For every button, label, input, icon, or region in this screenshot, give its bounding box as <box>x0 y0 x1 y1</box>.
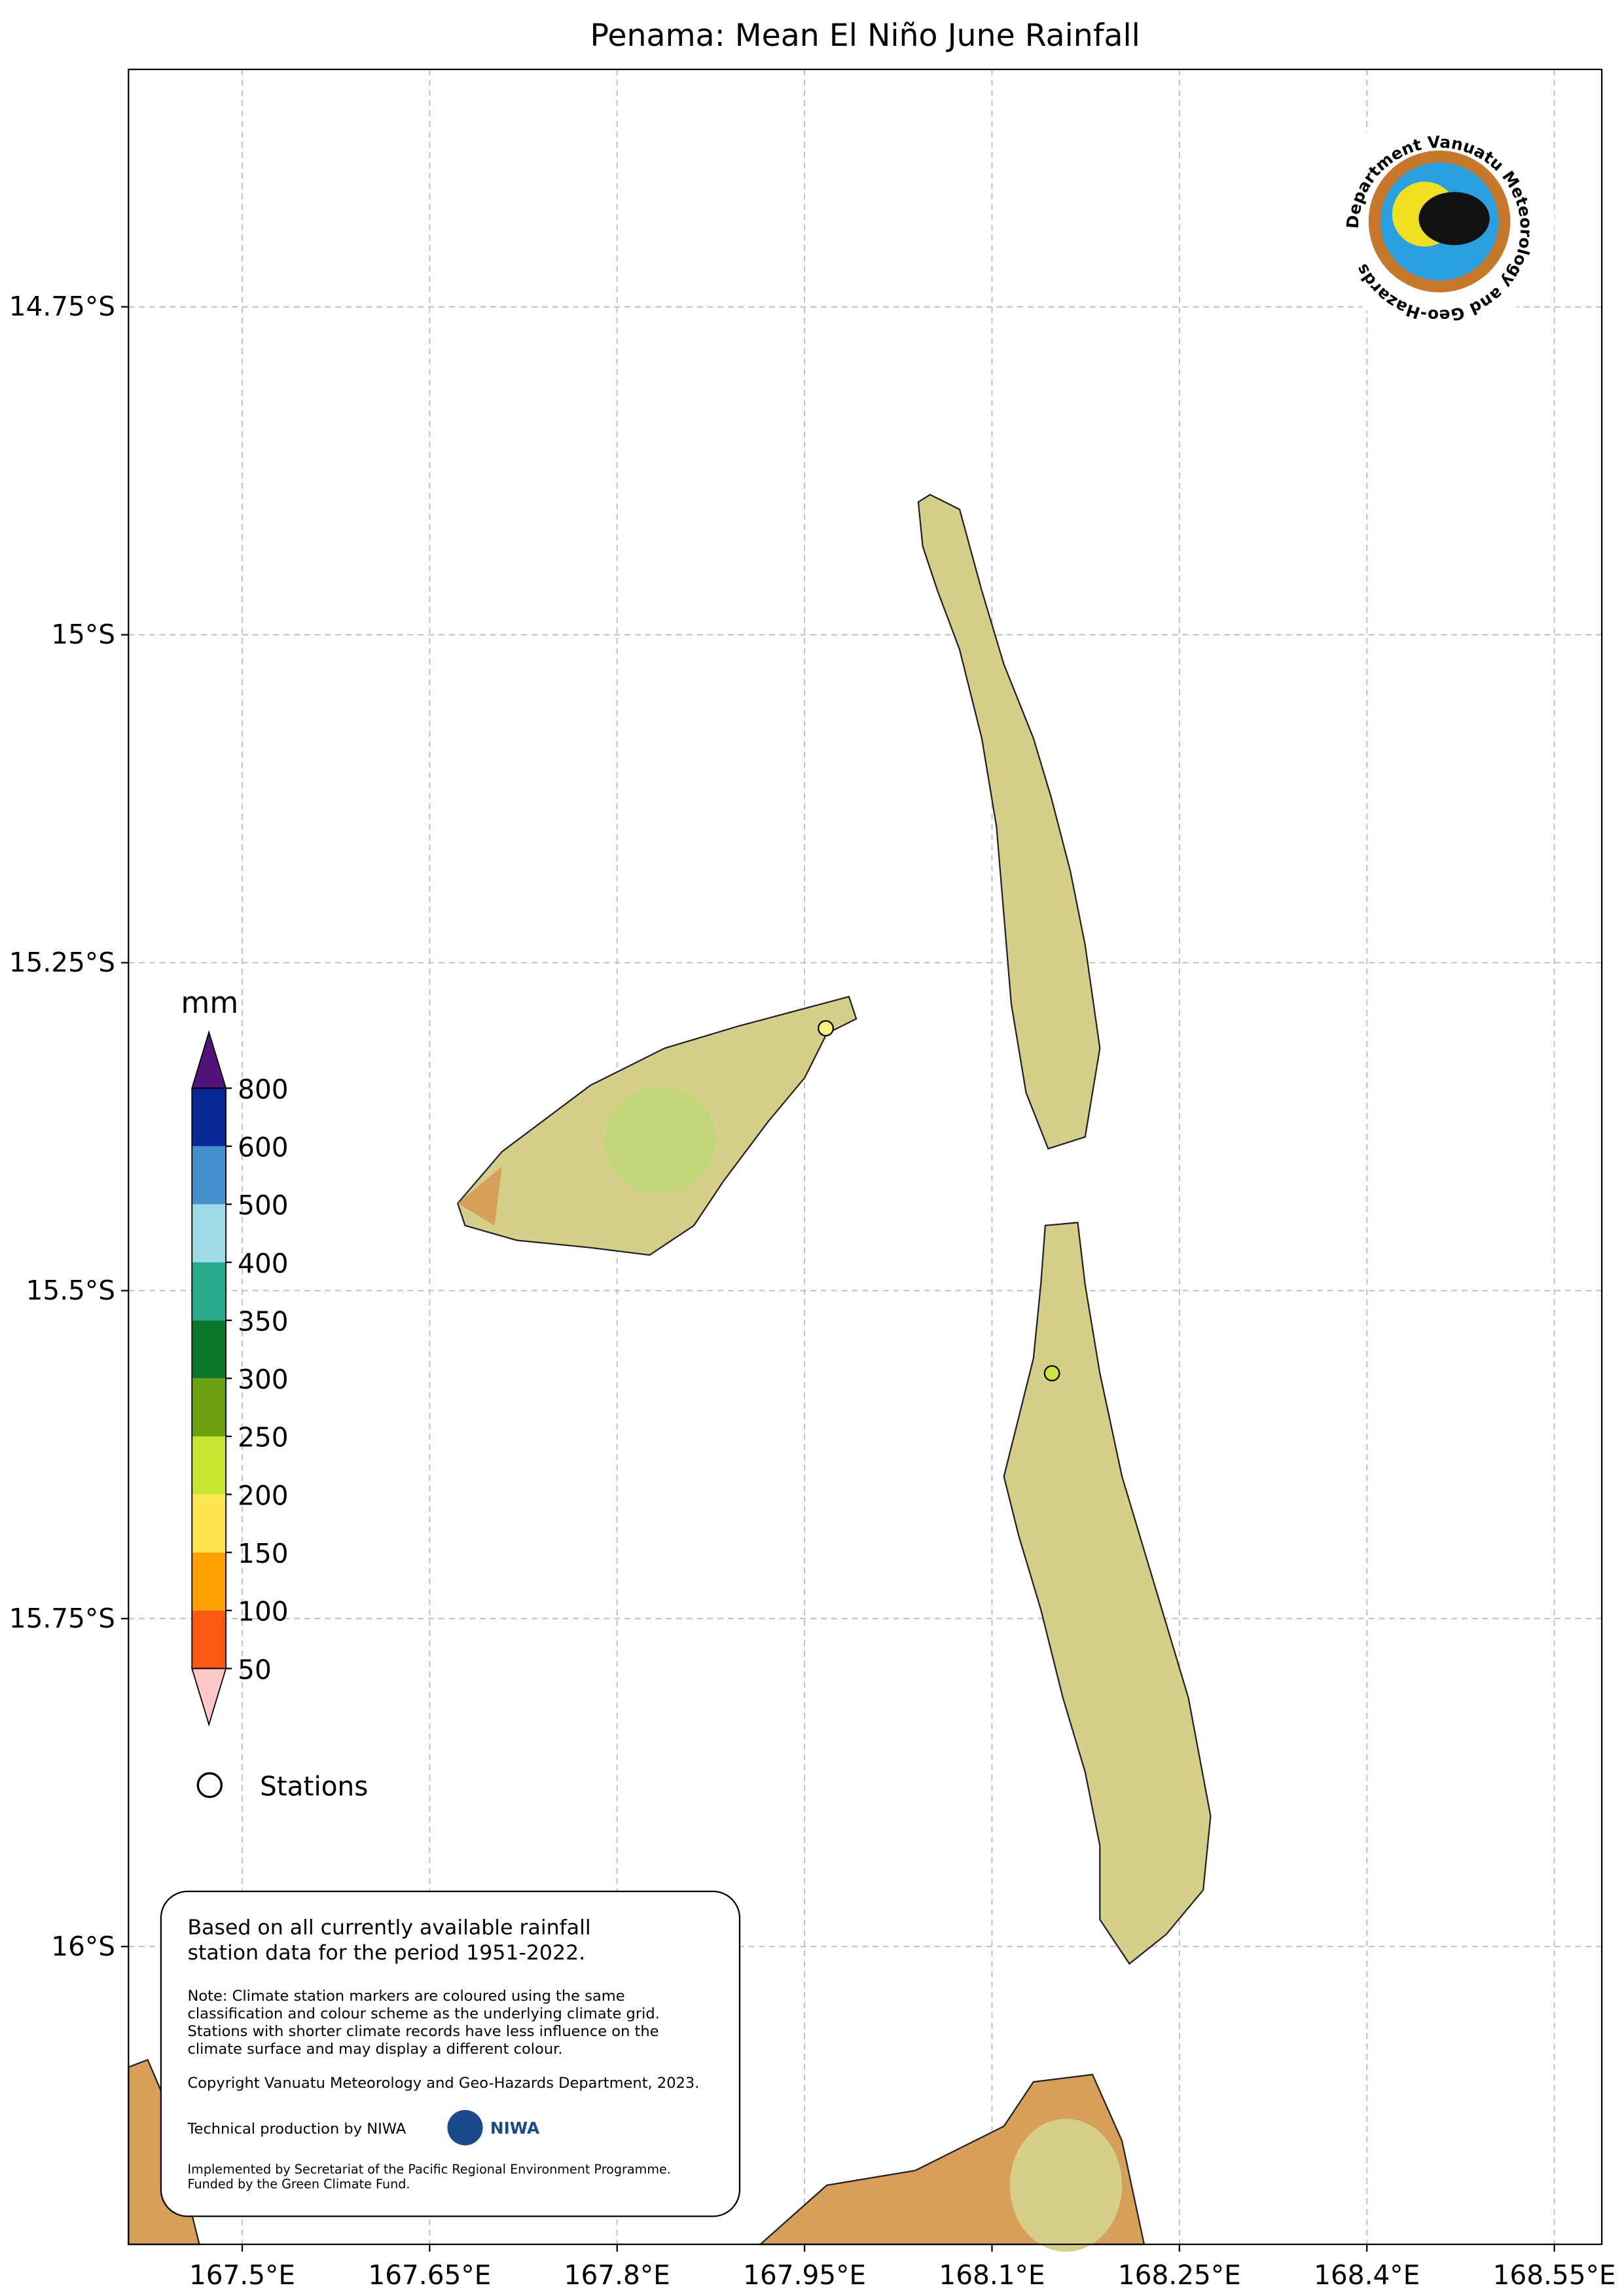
info-box <box>160 1890 741 2217</box>
logo: Department Vanuatu Meteorology and Geo-H… <box>1324 106 1555 337</box>
niwa-logo <box>447 2109 483 2145</box>
legend-label: Stations <box>260 1770 368 1802</box>
island <box>1003 1222 1212 1965</box>
x-tick-label: 167.8°E <box>564 2259 670 2291</box>
info-note: classification and colour scheme as the … <box>188 2005 660 2022</box>
colorbar-tick-label: 500 <box>238 1190 288 1221</box>
info-note: climate surface and may display a differ… <box>188 2041 563 2058</box>
island <box>917 494 1101 1150</box>
y-tick-label: 15°S <box>51 619 115 650</box>
map-title: Penama: Mean El Niño June Rainfall <box>590 18 1140 54</box>
colorbar-segment <box>192 1552 226 1611</box>
info-funding: Implemented by Secretariat of the Pacifi… <box>188 2162 671 2177</box>
colorbar-segment <box>192 1204 226 1263</box>
info-funding: Funded by the Green Climate Fund. <box>188 2176 410 2191</box>
x-tick-label: 168.1°E <box>939 2259 1045 2291</box>
info-note: Stations with shorter climate records ha… <box>188 2023 659 2040</box>
colorbar-tick-label: 800 <box>238 1074 288 1105</box>
x-tick-label: 168.4°E <box>1314 2259 1420 2291</box>
colorbar-tick-label: 600 <box>238 1132 288 1163</box>
colorbar-segment <box>192 1320 226 1379</box>
x-tick-label: 167.65°E <box>368 2259 491 2291</box>
colorbar-segment <box>192 1610 226 1669</box>
station <box>818 1020 834 1037</box>
x-tick-label: 168.55°E <box>1493 2259 1616 2291</box>
logo-cloud <box>1418 192 1490 246</box>
niwa-text: NIWA <box>490 2119 540 2138</box>
y-tick-label: 14.75°S <box>9 291 115 322</box>
island-edge <box>458 1166 502 1226</box>
colorbar-segment <box>192 1436 226 1495</box>
legend-marker <box>196 1772 223 1798</box>
colorbar-segment <box>192 1088 226 1146</box>
colorbar-tick-label: 300 <box>238 1364 288 1395</box>
colorbar-tick-label: 200 <box>238 1480 288 1511</box>
stations <box>818 1020 1060 1382</box>
colorbar-tick-label: 50 <box>238 1654 272 1685</box>
map-area <box>128 69 1602 2245</box>
info-summary: Based on all currently available rainfal… <box>188 1916 591 1939</box>
colorbar-tick-label: 350 <box>238 1305 288 1337</box>
map-frame <box>128 68 1603 2246</box>
colorbar-segment <box>192 1378 226 1436</box>
colorbar-segment <box>192 1262 226 1321</box>
y-tick-label: 15.75°S <box>9 1603 115 1634</box>
info-text: Based on all currently available rainfal… <box>187 1916 700 2191</box>
y-tick-label: 15.5°S <box>26 1275 115 1306</box>
colorbar-tick-label: 400 <box>238 1248 288 1279</box>
info-production: Technical production by NIWA <box>187 2121 406 2138</box>
colorbar-segment <box>192 1146 226 1205</box>
y-tick-label: 15.25°S <box>9 947 115 978</box>
island-highland <box>1009 2119 1123 2252</box>
colorbar: 50 100 150 200 250 300 350 400 500 600 800 <box>191 1030 289 1727</box>
info-note: Note: Climate station markers are colour… <box>188 1988 625 2005</box>
station <box>1043 1365 1060 1382</box>
y-tick-label: 16°S <box>51 1931 115 1962</box>
colorbar-segment <box>192 1494 226 1553</box>
info-summary: station data for the period 1951-2022. <box>188 1941 586 1965</box>
x-tick-label: 168.25°E <box>1118 2259 1241 2291</box>
x-tick-label: 167.95°E <box>743 2259 866 2291</box>
colorbar-tick-label: 100 <box>238 1596 288 1628</box>
colorbar-tick-label: 250 <box>238 1422 288 1453</box>
island-highland <box>604 1086 716 1194</box>
colorbar-label: mm <box>181 985 238 1020</box>
colorbar-tick-label: 150 <box>238 1538 288 1569</box>
info-copyright: Copyright Vanuatu Meteorology and Geo-Ha… <box>188 2075 700 2092</box>
x-tick-label: 167.5°E <box>189 2259 295 2291</box>
